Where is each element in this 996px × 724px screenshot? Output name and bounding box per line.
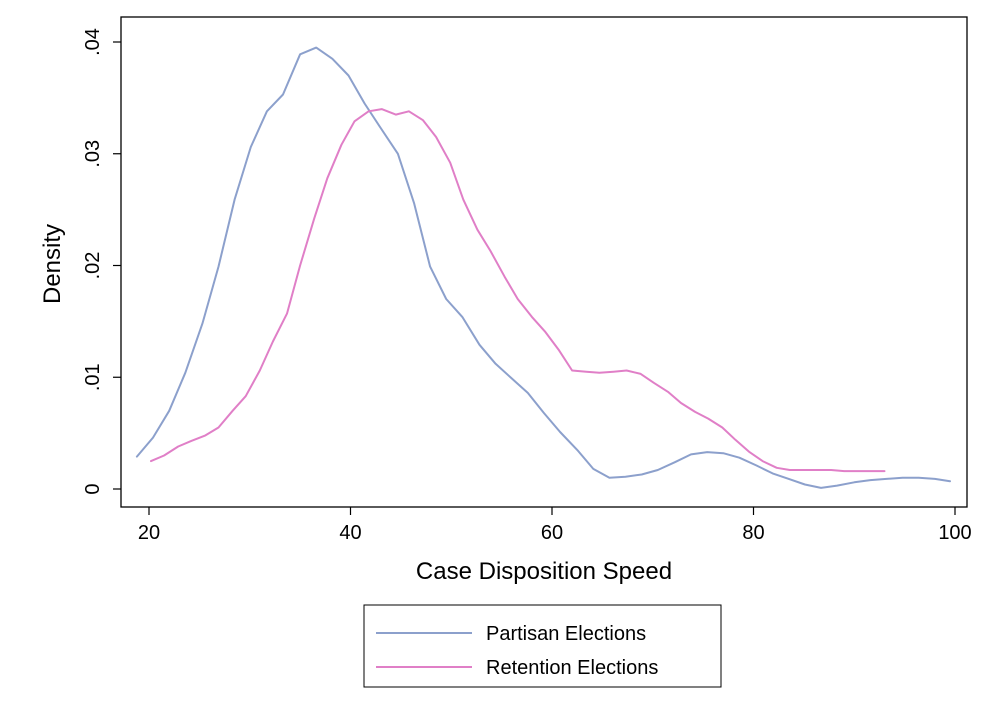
x-axis: 20 40 60 80 100 [138,507,972,544]
legend-label-partisan: Partisan Elections [486,623,646,645]
y-tick-label: .03 [82,140,104,168]
x-tick-label: 80 [742,522,764,544]
retention-elections-line [150,108,886,473]
legend-label-retention: Retention Elections [486,657,658,679]
y-tick-label: 0 [82,483,104,494]
series-layer [135,46,951,489]
x-tick-label: 100 [938,522,971,544]
x-tick-label: 40 [339,522,361,544]
partisan-elections-line [135,46,951,489]
x-axis-title: Case Disposition Speed [416,558,672,585]
y-axis: 0 .01 .02 .03 .04 [82,28,121,495]
y-tick-label: .02 [82,252,104,280]
legend-box [363,604,722,688]
x-tick-label: 20 [138,522,160,544]
legend: Partisan Elections Retention Elections [363,604,722,688]
plot-frame [120,16,968,508]
y-axis-title: Density [39,224,66,304]
x-tick-label: 60 [541,522,563,544]
y-tick-label: .04 [82,28,104,56]
y-tick-label: .01 [82,363,104,391]
